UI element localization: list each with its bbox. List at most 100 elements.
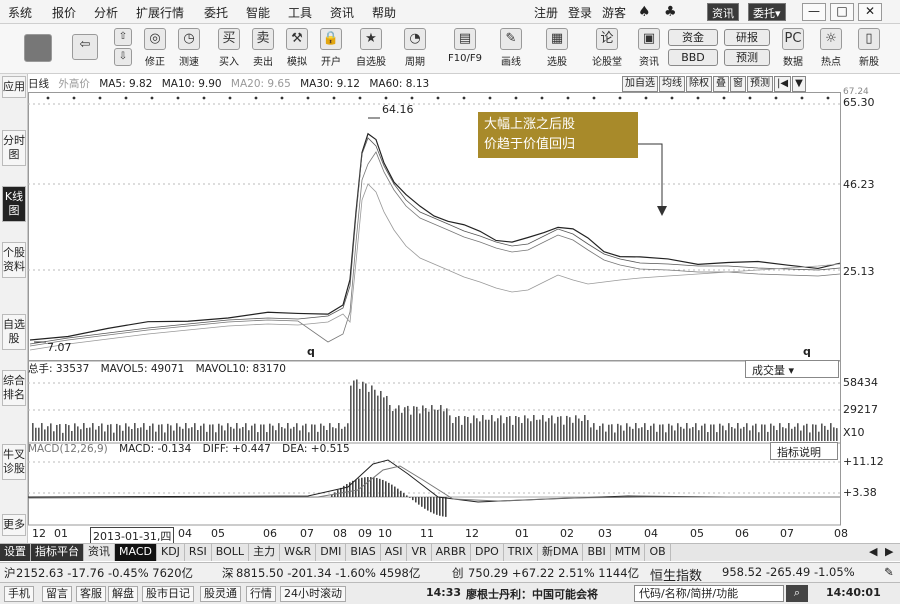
- entrust-dropdown[interactable]: 委托▾: [748, 3, 786, 21]
- forecast-button[interactable]: 预测: [724, 49, 770, 66]
- menu-quote[interactable]: 报价: [52, 6, 77, 20]
- tab-dmi[interactable]: DMI: [316, 544, 347, 561]
- forum-button[interactable]: 论论股堂: [592, 28, 622, 68]
- tab-main-force[interactable]: 主力: [249, 544, 281, 561]
- sell-button[interactable]: 卖卖出: [252, 28, 274, 68]
- tab-market[interactable]: 行情: [246, 586, 276, 602]
- tab-macd[interactable]: MACD: [115, 544, 157, 561]
- tab-ranking[interactable]: 综合排名: [2, 370, 26, 406]
- tab-trix[interactable]: TRIX: [504, 544, 538, 561]
- tab-vr[interactable]: VR: [407, 544, 432, 561]
- watchlist-button[interactable]: ★ 自选股: [356, 28, 386, 68]
- back-button[interactable]: ⇦: [72, 34, 98, 60]
- news-ticker[interactable]: 廖根士丹利：中国可能会将: [466, 588, 598, 601]
- menu-system[interactable]: 系统: [8, 6, 33, 20]
- wrench-icon[interactable]: ✎: [884, 565, 894, 579]
- tab-wr[interactable]: W&R: [280, 544, 317, 561]
- scroll-right-icon[interactable]: ▶: [885, 545, 894, 558]
- tab-arbr[interactable]: ARBR: [432, 544, 472, 561]
- hotspot-button[interactable]: ☼ 热点: [820, 28, 842, 68]
- buy-button[interactable]: 买买入: [218, 28, 240, 68]
- tab-diary[interactable]: 股市日记: [142, 586, 194, 602]
- period-button[interactable]: ◔ 周期: [404, 28, 426, 68]
- kline-chart[interactable]: [28, 92, 843, 526]
- ex-rights-button[interactable]: 除权: [686, 76, 712, 92]
- simulate-button[interactable]: ⚒ 模拟: [286, 28, 308, 68]
- tab-intraday[interactable]: 分时图: [2, 130, 26, 166]
- overlay-button[interactable]: 叠: [713, 76, 729, 92]
- data-button[interactable]: PC 数据: [782, 28, 804, 68]
- indicator-help-button[interactable]: 指标说明: [770, 442, 838, 460]
- news-button[interactable]: 资讯: [707, 3, 739, 21]
- ma-button[interactable]: 均线: [659, 76, 685, 92]
- close-button[interactable]: ✕: [858, 3, 882, 21]
- tab-service[interactable]: 客服: [76, 586, 106, 602]
- research-button[interactable]: 研报: [724, 29, 770, 46]
- volume-bar: [473, 415, 475, 441]
- tab-news[interactable]: 资讯: [84, 544, 115, 561]
- open-account-button[interactable]: 🔒 开户: [320, 28, 342, 68]
- stock-picker-button[interactable]: ▦ 选股: [546, 28, 568, 68]
- window-button[interactable]: 窗: [730, 76, 746, 92]
- tab-message[interactable]: 留言: [42, 586, 72, 602]
- predict-button[interactable]: 预测: [747, 76, 773, 92]
- news-tool-button[interactable]: ▣ 资讯: [638, 28, 660, 68]
- tab-asi[interactable]: ASI: [381, 544, 408, 561]
- menu-extended[interactable]: 扩展行情: [136, 6, 185, 20]
- add-watchlist-button[interactable]: 加自选: [622, 76, 658, 92]
- bbd-button[interactable]: BBD: [668, 49, 718, 66]
- speedtest-button[interactable]: ◷ 测速: [178, 28, 200, 68]
- volume-axis-top: 58434: [843, 376, 878, 389]
- maximize-button[interactable]: □: [830, 3, 854, 21]
- menu-help[interactable]: 帮助: [372, 6, 397, 20]
- volume-indicator-select[interactable]: 成交量 ▾: [745, 360, 839, 378]
- menu-tools[interactable]: 工具: [288, 6, 313, 20]
- tab-bias[interactable]: BIAS: [346, 544, 381, 561]
- draw-line-button[interactable]: ✎ 画线: [500, 28, 522, 68]
- revise-button[interactable]: ◎ 修正: [144, 28, 166, 68]
- tab-kdj[interactable]: KDJ: [157, 544, 185, 561]
- tab-more[interactable]: 更多: [2, 514, 26, 536]
- tab-mtm[interactable]: MTM: [611, 544, 646, 561]
- tab-diagnosis[interactable]: 牛叉诊股: [2, 444, 26, 480]
- price-axis-top: 67.24: [843, 87, 869, 97]
- tab-new-dma[interactable]: 新DMA: [538, 544, 584, 561]
- menu-info[interactable]: 资讯: [330, 6, 355, 20]
- tab-bbi[interactable]: BBI: [583, 544, 611, 561]
- tree-icon[interactable]: ♠: [638, 4, 651, 20]
- tab-kline[interactable]: K线图: [2, 186, 26, 222]
- tab-dpo[interactable]: DPO: [471, 544, 504, 561]
- chart-menu-button[interactable]: ▼: [792, 76, 806, 92]
- tab-commentary[interactable]: 解盘: [108, 586, 138, 602]
- search-input[interactable]: 代码/名称/简拼/功能: [634, 585, 784, 602]
- layout-icon[interactable]: [24, 34, 52, 62]
- menu-analysis[interactable]: 分析: [94, 6, 119, 20]
- volume-bar: [416, 406, 418, 441]
- login-link[interactable]: 登录: [568, 6, 593, 20]
- f10-button[interactable]: ▤ F10/F9: [448, 28, 482, 64]
- tab-mobile[interactable]: 手机: [4, 586, 34, 602]
- volume-bar: [74, 423, 76, 441]
- tab-stock-profile[interactable]: 个股资料: [2, 242, 26, 278]
- tab-indicator-platform[interactable]: 指标平台: [31, 544, 84, 561]
- volume-bar: [224, 430, 226, 441]
- tab-boll[interactable]: BOLL: [212, 544, 250, 561]
- up-down-buttons[interactable]: ⇧ ⇩: [114, 28, 132, 66]
- new-stock-button[interactable]: ▯ 新股: [858, 28, 880, 68]
- scroll-left-icon[interactable]: ◀: [869, 545, 878, 558]
- search-icon[interactable]: ⌕: [786, 585, 808, 602]
- tab-stock-spirit[interactable]: 股灵通: [200, 586, 241, 602]
- tab-obv[interactable]: OB: [645, 544, 671, 561]
- tab-rsi[interactable]: RSI: [185, 544, 212, 561]
- first-page-button[interactable]: |◀: [774, 76, 792, 92]
- shirt-icon[interactable]: ♣: [664, 4, 677, 20]
- minimize-button[interactable]: —: [802, 3, 826, 21]
- menu-entrust[interactable]: 委托: [204, 6, 229, 20]
- tab-settings[interactable]: 设置: [0, 544, 31, 561]
- tab-watchlist[interactable]: 自选股: [2, 314, 26, 350]
- menu-smart[interactable]: 智能: [246, 6, 271, 20]
- capital-button[interactable]: 资金: [668, 29, 718, 46]
- register-link[interactable]: 注册: [534, 6, 559, 20]
- tab-24h-roll[interactable]: 24小时滚动: [280, 586, 346, 602]
- tab-apps[interactable]: 应用: [2, 76, 26, 98]
